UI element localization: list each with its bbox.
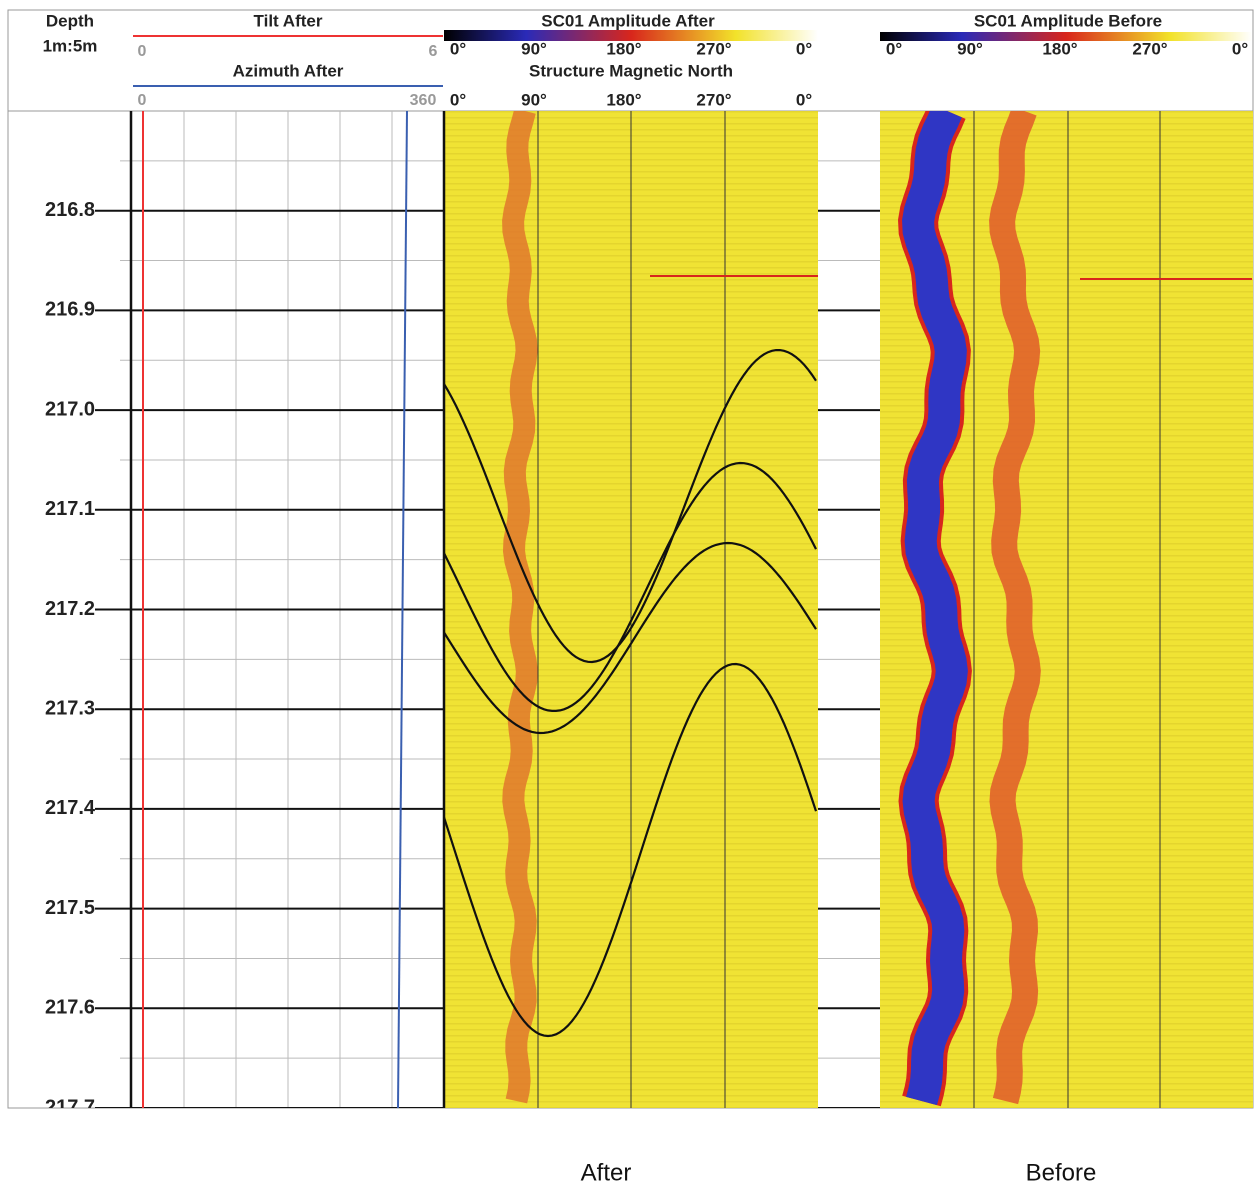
- azimuth-curve: [397, 111, 408, 1108]
- before-caption: Before: [1026, 1159, 1097, 1186]
- depth-label: 216.8: [45, 199, 95, 221]
- before-scale-label: 270°: [1132, 39, 1167, 58]
- after-scale-label: 0°: [450, 39, 466, 58]
- orientation-label: 0°: [450, 90, 466, 109]
- after-scale-label: 180°: [606, 39, 641, 58]
- tilt-min: 0: [138, 43, 147, 60]
- orientation-label: 270°: [696, 90, 731, 109]
- after-caption: After: [581, 1159, 632, 1186]
- log-body: 216.8 216.9 217.0 217.1 217.2 217.3 217.4 217.5…: [45, 111, 1252, 1118]
- sinusoid: [444, 662, 818, 1038]
- before-scale-label: 90°: [957, 39, 983, 58]
- after-scale-label: 270°: [696, 39, 731, 58]
- depth-scale: 1m:5m: [43, 36, 98, 55]
- orientation-label: 90°: [521, 90, 547, 109]
- depth-label: 217.7: [45, 1096, 95, 1118]
- depth-label: 216.9: [45, 299, 95, 321]
- sinusoid: [444, 541, 817, 735]
- tilt-max: 6: [429, 43, 438, 60]
- sinusoids: [444, 349, 818, 1038]
- depth-label: 217.0: [45, 398, 95, 420]
- before-band-blue: [902, 111, 968, 1106]
- depth-label: 217.5: [45, 897, 95, 919]
- after-scale-label: 0°: [796, 39, 812, 58]
- before-scale-label: 0°: [1232, 39, 1248, 58]
- depth-label: 217.2: [45, 598, 95, 620]
- before-title: SC01 Amplitude Before: [974, 11, 1162, 30]
- after-title: SC01 Amplitude After: [541, 11, 715, 30]
- after-subtitle: Structure Magnetic North: [529, 61, 733, 80]
- tilt-title: Tilt After: [254, 11, 323, 30]
- sinusoid: [444, 349, 817, 664]
- sinusoid: [444, 461, 817, 712]
- before-color-scale: [880, 32, 1252, 41]
- after-scale-label: 90°: [521, 39, 547, 58]
- after-band: [502, 111, 538, 1104]
- azimuth-title: Azimuth After: [233, 61, 344, 80]
- before-band-red: [989, 111, 1041, 1105]
- azimuth-max: 360: [410, 92, 437, 109]
- orientation-label: 180°: [606, 90, 641, 109]
- depth-label: 217.3: [45, 697, 95, 719]
- orientation-label: 0°: [796, 90, 812, 109]
- before-scale-label: 180°: [1042, 39, 1077, 58]
- before-scale-label: 0°: [886, 39, 902, 58]
- depth-label: 217.4: [45, 797, 96, 819]
- depth-title: Depth: [46, 11, 94, 30]
- after-color-scale: [444, 30, 818, 41]
- depth-label: 217.1: [45, 498, 95, 520]
- azimuth-min: 0: [138, 92, 147, 109]
- depth-label: 217.6: [45, 997, 95, 1019]
